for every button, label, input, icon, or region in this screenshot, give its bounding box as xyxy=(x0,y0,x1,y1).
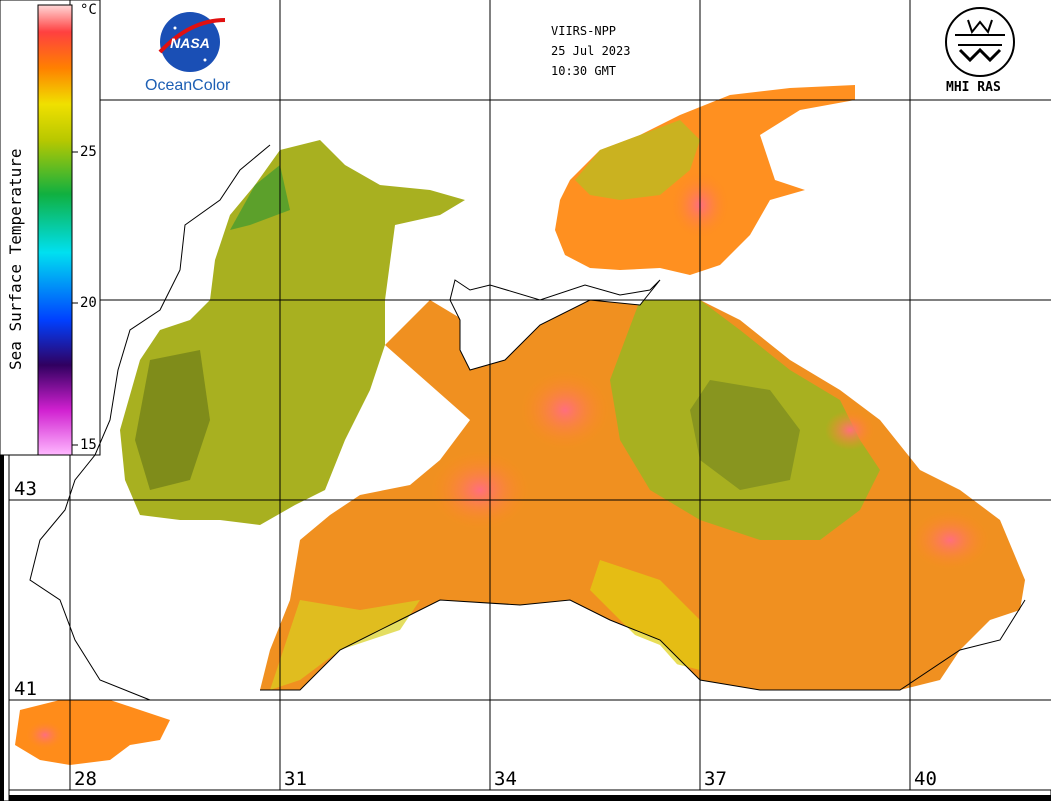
central-hot-spot xyxy=(520,370,610,450)
bottom-ruler xyxy=(0,789,1051,801)
lon-label-34: 34 xyxy=(494,768,517,790)
lat-label-43: 43 xyxy=(14,478,37,500)
western-coastal-green xyxy=(230,165,290,230)
nasa-logo: NASA xyxy=(158,12,226,72)
lon-label-28: 28 xyxy=(74,768,97,790)
azov-olive-zone xyxy=(575,120,700,200)
lon-label-31: 31 xyxy=(284,768,307,790)
time-label: 10:30 GMT xyxy=(551,64,617,78)
mhi-ras-caption: MHI RAS xyxy=(946,80,1001,95)
mhi-ras-logo xyxy=(945,7,1015,77)
eastern-olive-core xyxy=(690,380,800,490)
southwest-yellow xyxy=(270,600,420,690)
date-label: 25 Jul 2023 xyxy=(551,44,631,58)
lon-label-37: 37 xyxy=(704,768,727,790)
left-ruler xyxy=(0,454,10,801)
northeast-hot-spot xyxy=(825,410,875,450)
colorbar-tick-20: 20 xyxy=(80,295,97,311)
marmara-hot-spot xyxy=(25,720,65,750)
sea-of-marmara xyxy=(15,700,170,765)
colorbar-tick-25: 25 xyxy=(80,144,97,160)
oceancolor-caption: OceanColor xyxy=(145,77,231,94)
colorbar-tick-15: 15 xyxy=(80,437,97,453)
satellite-label: VIIRS-NPP xyxy=(551,24,617,38)
western-hot-spot xyxy=(430,450,530,530)
colorbar-unit: °C xyxy=(80,2,97,18)
eastern-hot-spot xyxy=(910,510,990,570)
lat-label-41: 41 xyxy=(14,678,37,700)
central-western-basin xyxy=(260,295,1025,690)
western-coastline xyxy=(29,144,271,701)
southern-yellow-band xyxy=(590,560,700,670)
crimea-land xyxy=(449,279,661,371)
nasa-wordmark: NASA xyxy=(170,35,210,51)
western-olive-dark xyxy=(135,350,210,490)
colorbar-frame xyxy=(0,0,101,456)
colorbar xyxy=(37,4,73,456)
lon-label-40: 40 xyxy=(914,768,937,790)
colorbar-title: Sea Surface Temperature xyxy=(6,148,25,370)
anatolian-coastline xyxy=(260,599,1026,691)
